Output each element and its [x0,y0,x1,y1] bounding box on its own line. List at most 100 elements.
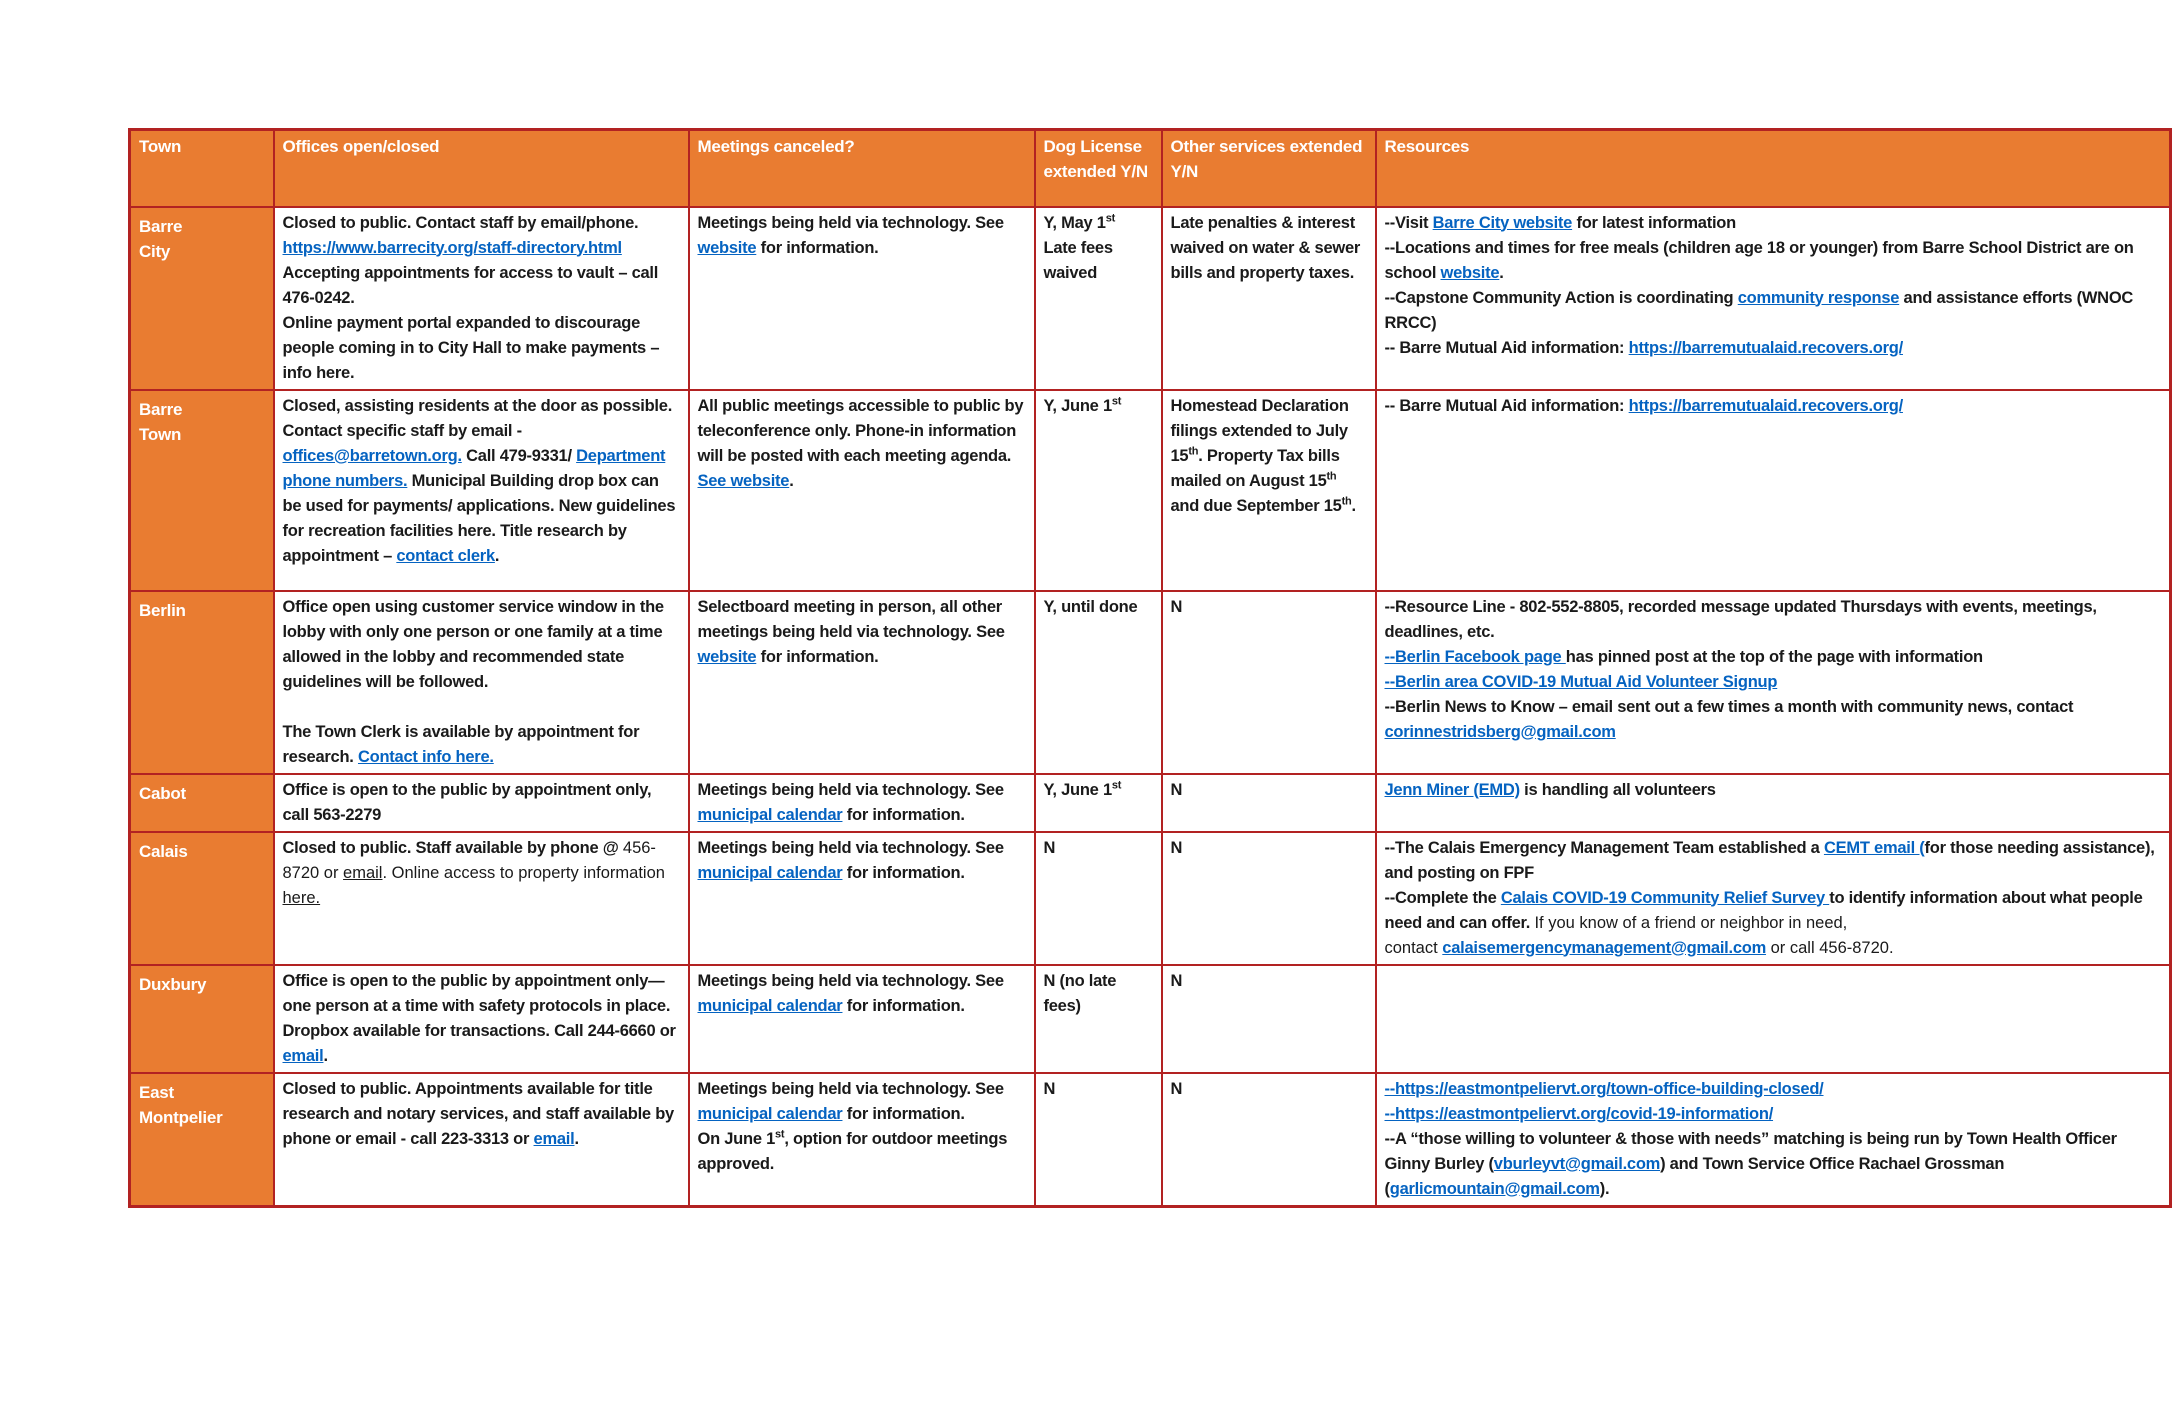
table-row-east-montpelier: East Montpelier Closed to public. Appoin… [128,1071,2172,1207]
dog-license-cell: Y, May 1st Late fees waived [1033,205,1163,391]
text-segment: contact [1384,938,1443,957]
town-cell: East Montpelier [128,1071,275,1207]
superscript: st [1111,395,1122,407]
superscript: st [1105,212,1116,224]
table-row-duxbury: Duxbury Office is open to the public by … [128,963,2172,1074]
text-segment: If you know of a friend or neighbor in n… [1534,913,1848,932]
underlined-text: email [343,863,383,882]
resources-cell: --https://eastmontpeliervt.org/town-offi… [1374,1071,2172,1207]
hyperlink[interactable]: contact clerk [396,546,495,565]
hyperlink[interactable]: https://www.barrecity.org/staff-director… [282,238,623,257]
resources-cell: Jenn Miner (EMD) is handling all volunte… [1374,772,2172,833]
hyperlink[interactable]: municipal calendar [697,805,843,824]
text-segment: . Online access to property information [382,863,665,882]
table-row-berlin: Berlin Office open using customer servic… [128,589,2172,775]
other-services-cell: Homestead Declaration filings extended t… [1160,388,1377,592]
meetings-cell: Selectboard meeting in person, all other… [687,589,1036,775]
hyperlink[interactable]: Contact info here. [357,747,494,766]
hyperlink[interactable]: email [282,1046,324,1065]
hyperlink[interactable]: email [533,1129,575,1148]
hyperlink[interactable]: corinnestridsberg@gmail.com [1384,722,1616,741]
hyperlink[interactable]: --https://eastmontpeliervt.org/town-offi… [1384,1079,1824,1098]
meetings-cell: Meetings being held via technology. See … [687,1071,1036,1207]
dog-license-cell: Y, June 1st [1033,772,1163,833]
superscript: th [1326,470,1337,482]
other-services-cell: N [1160,772,1377,833]
hyperlink[interactable]: calaisemergencymanagement@gmail.com [1442,938,1767,957]
header-town: Town [128,128,275,208]
offices-cell: Closed to public. Staff available by pho… [272,830,690,966]
dog-license-cell: N (no late fees) [1033,963,1163,1074]
hyperlink[interactable]: --https://eastmontpeliervt.org/covid-19-… [1384,1104,1774,1123]
other-services-cell: N [1160,589,1377,775]
hyperlink[interactable]: garlicmountain@gmail.com [1389,1179,1600,1198]
hyperlink[interactable]: --Berlin Facebook page [1384,647,1566,666]
meetings-cell: Meetings being held via technology. See … [687,205,1036,391]
offices-cell: Office is open to the public by appointm… [272,963,690,1074]
text-segment: 456-8720 or [282,838,656,882]
resources-cell: -- Barre Mutual Aid information: https:/… [1374,388,2172,592]
hyperlink[interactable]: website [697,647,757,666]
other-services-cell: N [1160,830,1377,966]
underlined-text: here. [282,888,321,907]
town-cell: Berlin [128,589,275,775]
superscript: th [1341,495,1352,507]
meetings-cell: Meetings being held via technology. See … [687,830,1036,966]
resources-cell: --The Calais Emergency Management Team e… [1374,830,2172,966]
dog-license-cell: Y, June 1st [1033,388,1163,592]
resources-cell: --Resource Line - 802-552-8805, recorded… [1374,589,2172,775]
meetings-cell: All public meetings accessible to public… [687,388,1036,592]
hyperlink[interactable]: website [1440,263,1500,282]
superscript: st [1111,779,1122,791]
town-cell: Calais [128,830,275,966]
hyperlink[interactable]: community response [1737,288,1900,307]
hyperlink[interactable]: Jenn Miner (EMD) [1384,780,1521,799]
other-services-cell: Late penalties & interest waived on wate… [1160,205,1377,391]
resources-cell [1374,963,2172,1074]
header-meetings: Meetings canceled? [687,128,1036,208]
town-cell: Barre City [128,205,275,391]
text-segment: or call 456-8720. [1766,938,1894,957]
hyperlink[interactable]: website [697,238,757,257]
table-row-cabot: Cabot Office is open to the public by ap… [128,772,2172,833]
resources-cell: --Visit Barre City website for latest in… [1374,205,2172,391]
header-dog-license: Dog License extended Y/N [1033,128,1163,208]
underlined-text: here. [457,521,496,540]
offices-cell: Office open using customer service windo… [272,589,690,775]
other-services-cell: N [1160,963,1377,1074]
dog-license-cell: N [1033,1071,1163,1207]
town-cell: Duxbury [128,963,275,1074]
table-row-barre-town: Barre Town Closed, assisting residents a… [128,388,2172,592]
hyperlink[interactable]: Barre City website [1432,213,1573,232]
header-row: Town Offices open/closed Meetings cancel… [128,128,2172,208]
offices-cell: Office is open to the public by appointm… [272,772,690,833]
hyperlink[interactable]: municipal calendar [697,1104,843,1123]
offices-cell: Closed to public. Contact staff by email… [272,205,690,391]
header-offices: Offices open/closed [272,128,690,208]
table-row-barre-city: Barre City Closed to public. Contact sta… [128,205,2172,391]
hyperlink[interactable]: --Berlin area COVID-19 Mutual Aid Volunt… [1384,672,1778,691]
offices-cell: Closed, assisting residents at the door … [272,388,690,592]
dog-license-cell: Y, until done [1033,589,1163,775]
header-other-services: Other services extended Y/N [1160,128,1377,208]
hyperlink[interactable]: CEMT email ( [1823,838,1925,857]
hyperlink[interactable]: See website [697,471,790,490]
header-resources: Resources [1374,128,2172,208]
dog-license-cell: N [1033,830,1163,966]
superscript: th [1188,445,1199,457]
hyperlink[interactable]: Calais COVID-19 Community Relief Survey [1500,888,1830,907]
other-services-cell: N [1160,1071,1377,1207]
hyperlink[interactable]: municipal calendar [697,863,843,882]
hyperlink[interactable]: https://barremutualaid.recovers.org/ [1628,338,1904,357]
hyperlink[interactable]: municipal calendar [697,996,843,1015]
superscript: st [775,1128,785,1140]
table-row-calais: Calais Closed to public. Staff available… [128,830,2172,966]
offices-cell: Closed to public. Appointments available… [272,1071,690,1207]
hyperlink[interactable]: Department phone numbers. [282,446,666,490]
meetings-cell: Meetings being held via technology. See … [687,963,1036,1074]
hyperlink[interactable]: https://barremutualaid.recovers.org/ [1628,396,1904,415]
hyperlink[interactable]: vburleyvt@gmail.com [1493,1154,1661,1173]
town-cell: Barre Town [128,388,275,592]
hyperlink[interactable]: offices@barretown.org. [282,446,463,465]
underlined-text: here [316,363,350,382]
